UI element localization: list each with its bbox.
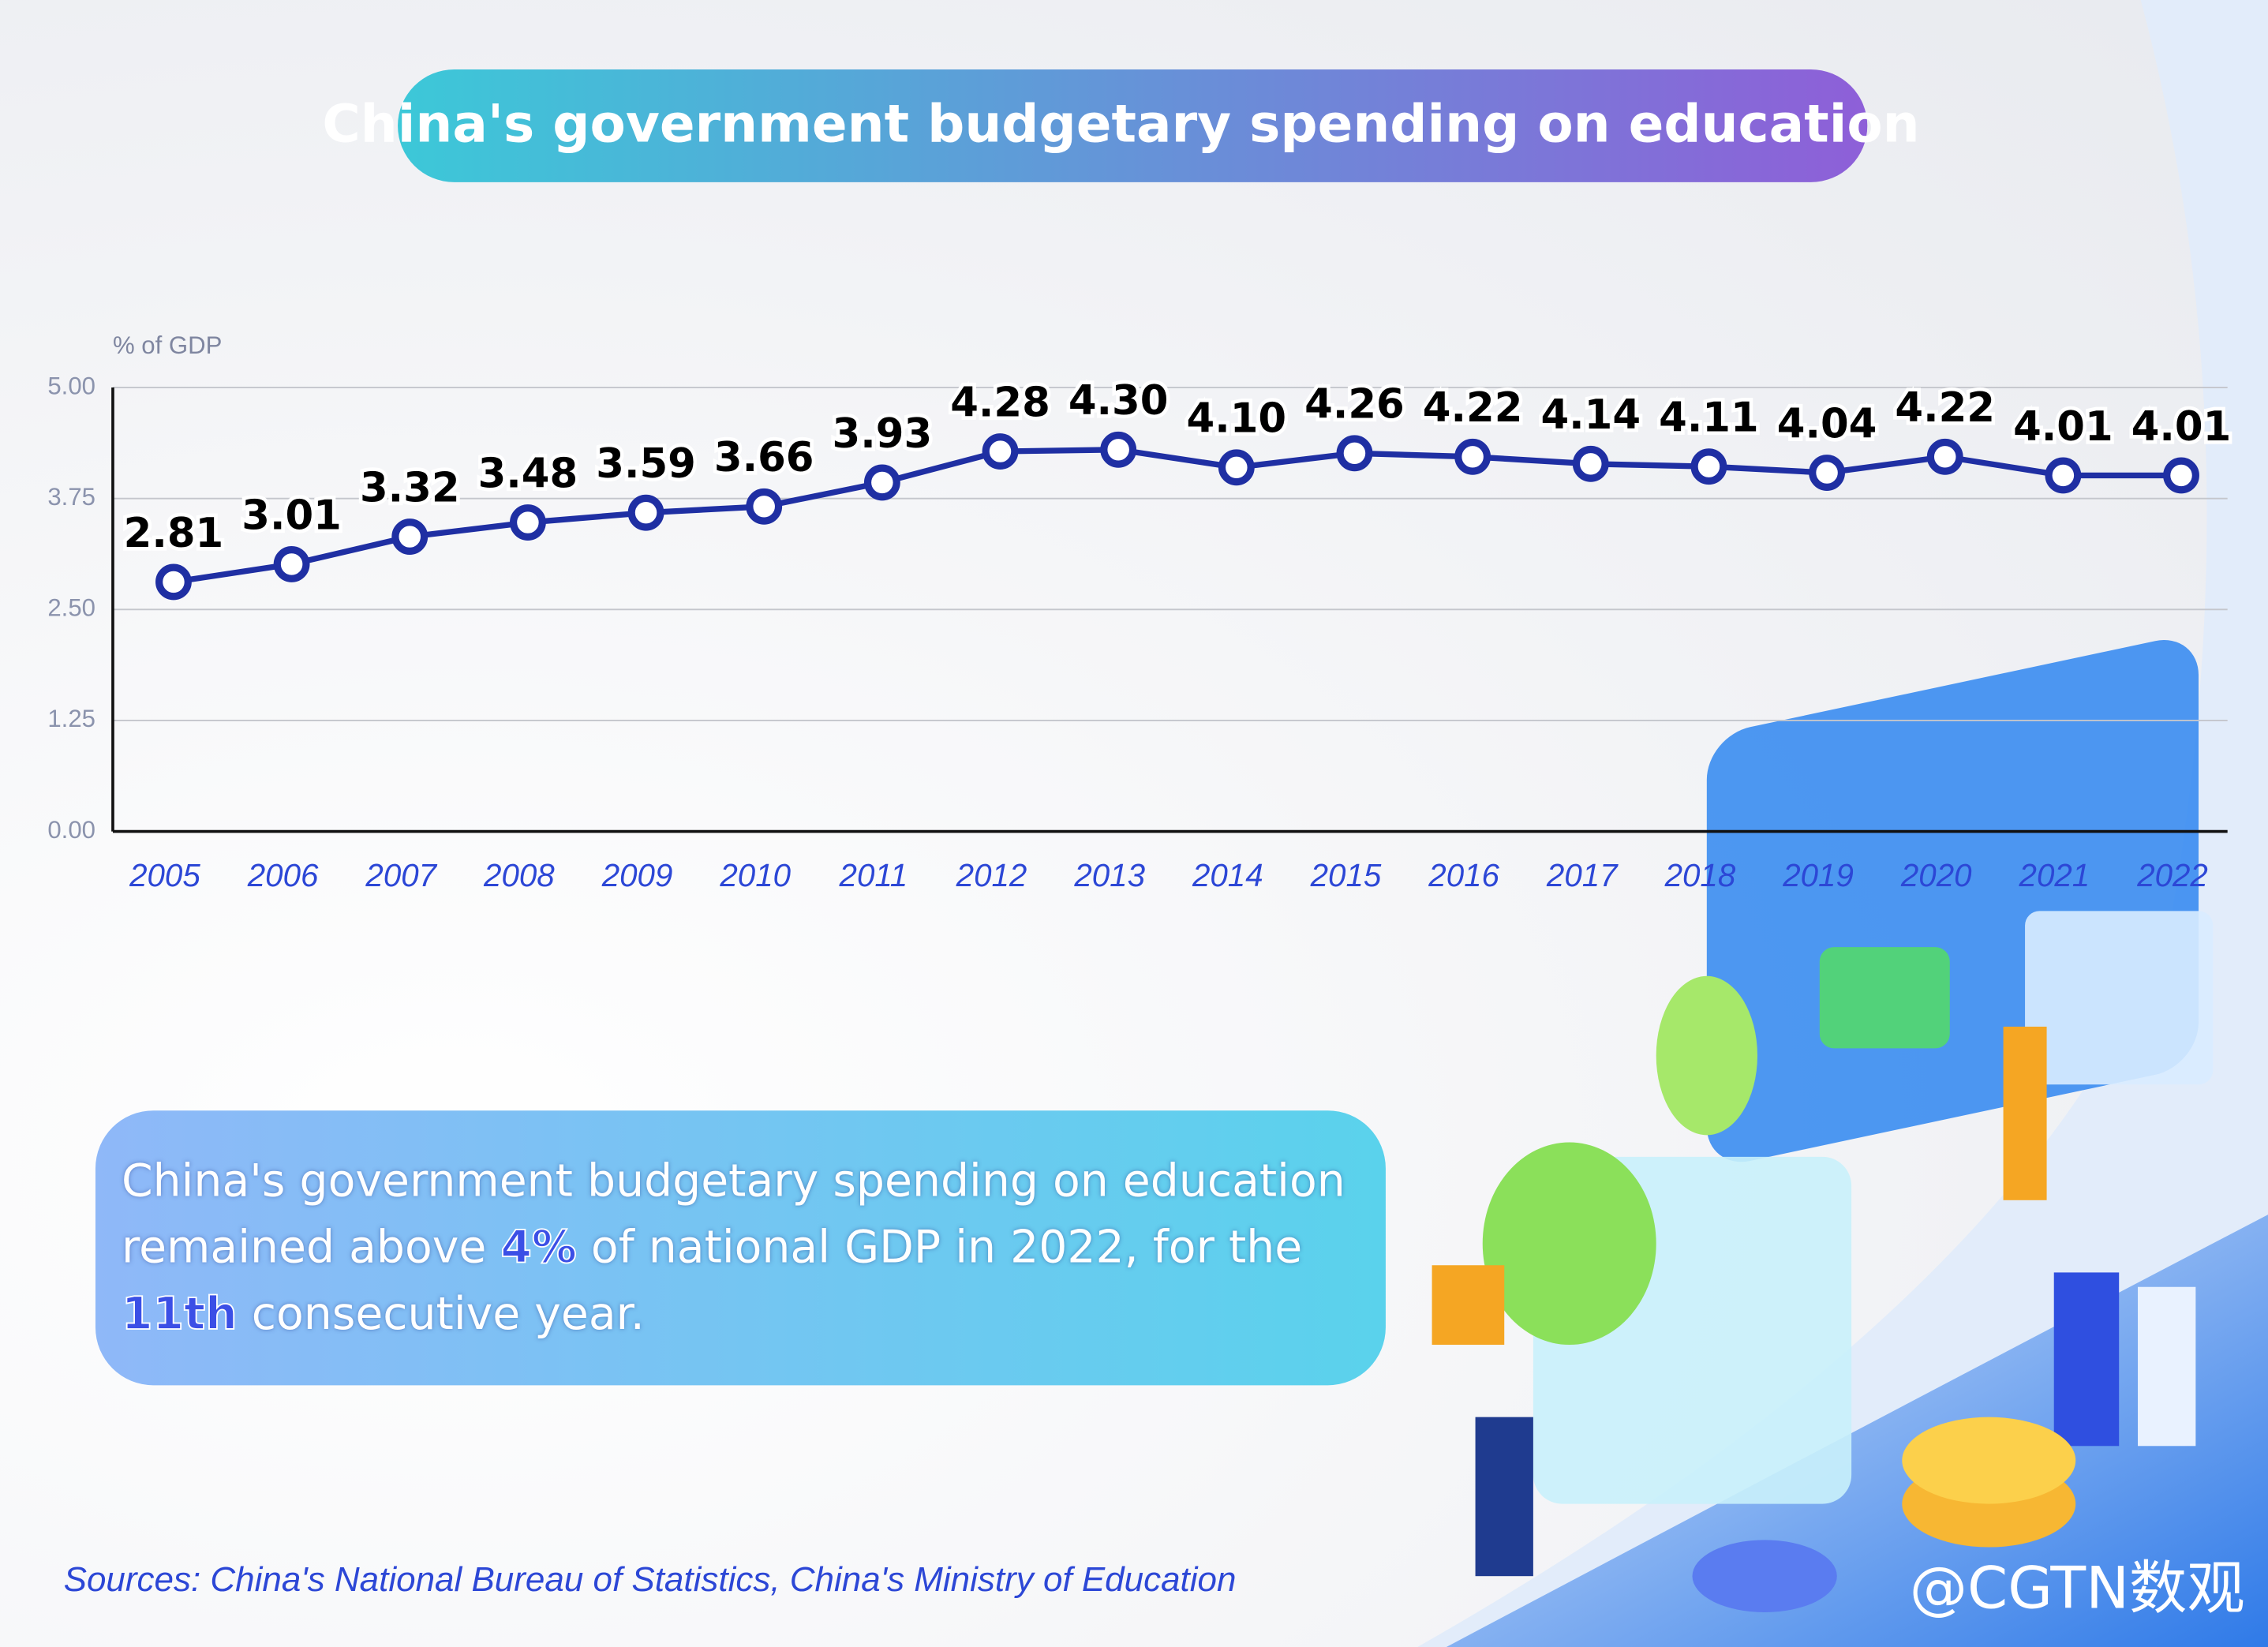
y-axis-label: % of GDP bbox=[113, 331, 222, 359]
data-point bbox=[1809, 455, 1845, 491]
x-tick-label: 2011 bbox=[839, 858, 908, 893]
x-tick-label: 2020 bbox=[1900, 858, 1972, 893]
data-point bbox=[982, 433, 1019, 470]
annotation-highlight: 11th bbox=[121, 1288, 238, 1342]
x-tick-label: 2017 bbox=[1546, 858, 1619, 893]
y-tick-label: 5.00 bbox=[47, 372, 95, 399]
data-label: 3.01 bbox=[241, 492, 342, 539]
data-label: 3.59 bbox=[596, 440, 696, 488]
x-tick-label: 2021 bbox=[2019, 858, 2090, 893]
x-tick-label: 2022 bbox=[2136, 858, 2208, 893]
data-label: 3.93 bbox=[833, 410, 933, 458]
data-point bbox=[509, 504, 546, 541]
x-tick-label: 2012 bbox=[956, 858, 1027, 893]
data-label: 4.04 bbox=[1777, 400, 1877, 447]
data-point bbox=[746, 488, 783, 525]
data-point bbox=[1926, 438, 1963, 475]
x-tick-label: 2019 bbox=[1782, 858, 1854, 893]
data-point bbox=[2045, 457, 2082, 494]
data-label: 4.11 bbox=[1659, 395, 1759, 442]
annotation-text: China's government budgetary spending on… bbox=[121, 1155, 1345, 1275]
y-tick-label: 3.75 bbox=[47, 483, 95, 511]
data-label: 3.48 bbox=[478, 450, 578, 497]
y-tick-label: 1.25 bbox=[47, 705, 95, 732]
x-tick-label: 2009 bbox=[601, 858, 673, 893]
y-tick-label: 2.50 bbox=[47, 594, 95, 622]
background-wave bbox=[1417, 0, 2268, 1647]
data-point bbox=[1572, 445, 1609, 482]
data-label: 4.26 bbox=[1304, 381, 1405, 429]
data-point bbox=[1454, 438, 1491, 475]
data-label: 4.01 bbox=[2131, 403, 2232, 451]
x-tick-label: 2010 bbox=[719, 858, 791, 893]
data-point bbox=[863, 464, 900, 501]
data-label: 4.22 bbox=[1423, 384, 1523, 432]
data-point bbox=[627, 494, 664, 531]
y-tick-label: 0.00 bbox=[47, 816, 95, 844]
data-label: 3.32 bbox=[360, 464, 460, 511]
x-tick-label: 2015 bbox=[1310, 858, 1382, 893]
data-label: 4.28 bbox=[950, 379, 1050, 426]
data-point bbox=[2163, 457, 2199, 494]
annotation-highlight: 4% bbox=[500, 1221, 577, 1275]
x-tick-label: 2016 bbox=[1428, 858, 1499, 893]
illustration bbox=[1432, 640, 2214, 1613]
data-line bbox=[173, 447, 2182, 586]
x-tick-label: 2006 bbox=[247, 858, 319, 893]
x-tick-label: 2018 bbox=[1664, 858, 1736, 893]
data-point bbox=[1100, 431, 1137, 468]
data-label: 4.01 bbox=[2013, 403, 2113, 451]
annotation-text: of national GDP in 2022, for the bbox=[576, 1222, 1303, 1275]
annotation-text: consecutive year. bbox=[237, 1288, 645, 1341]
data-point bbox=[155, 563, 192, 601]
watermark: @CGTN数观 bbox=[1910, 1555, 2245, 1622]
x-tick-label: 2007 bbox=[365, 858, 437, 893]
source: Sources: China's National Bureau of Stat… bbox=[64, 1560, 1237, 1599]
data-point bbox=[273, 546, 310, 582]
data-label: 4.30 bbox=[1069, 377, 1169, 425]
data-label: 4.22 bbox=[1895, 384, 1995, 432]
annotation-box: China's government budgetary spending on… bbox=[95, 1110, 1386, 1386]
data-label: 4.14 bbox=[1540, 391, 1641, 439]
data-point bbox=[391, 518, 429, 555]
data-label: 4.10 bbox=[1187, 395, 1287, 443]
data-label: 3.66 bbox=[714, 434, 814, 481]
title-pill bbox=[398, 69, 1868, 182]
x-tick-label: 2005 bbox=[129, 858, 200, 893]
x-tick-label: 2008 bbox=[483, 858, 555, 893]
data-point bbox=[1218, 449, 1255, 486]
x-tick-label: 2014 bbox=[1192, 858, 1263, 893]
chart-title: China's government budgetary spending on… bbox=[322, 93, 1919, 154]
data-label: 2.81 bbox=[124, 510, 224, 557]
x-tick-label: 2013 bbox=[1073, 858, 1145, 893]
data-point bbox=[1690, 448, 1727, 485]
data-point bbox=[1336, 435, 1373, 472]
